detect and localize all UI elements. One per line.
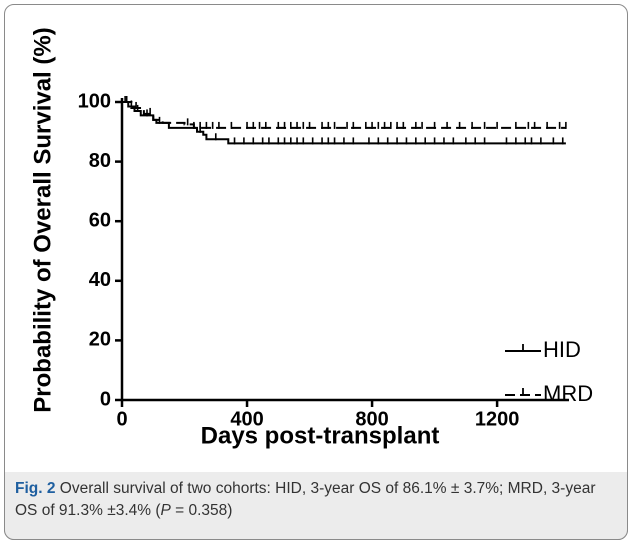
y-tick-label: 60 [89,209,111,231]
caption: Fig. 2 Overall survival of two cohorts: … [4,472,628,540]
y-tick-label: 80 [89,150,111,172]
caption-tail: = 0.358) [170,502,233,519]
y-tick-label: 100 [78,90,111,112]
x-tick-label: 400 [230,408,263,430]
survival-curve [122,101,566,145]
caption-p: P [160,502,171,519]
legend-label: MRD [543,381,593,406]
y-tick-label: 20 [89,329,111,351]
y-tick-label: 0 [100,388,111,410]
x-tick-label: 0 [116,408,127,430]
chart: Days post-transplant Probability of Over… [29,27,593,449]
caption-text: Overall survival of two cohorts: HID, 3-… [15,480,596,519]
x-axis-title: Days post-transplant [201,422,440,449]
caption-label: Fig. 2 [15,480,56,497]
x-tick-label: 1200 [475,408,520,430]
legend-label: HID [543,337,581,362]
survival-curve [122,101,566,129]
y-tick-label: 40 [89,269,111,291]
x-tick-label: 800 [355,408,388,430]
y-axis-title: Probability of Overall Survival (%) [29,27,56,412]
